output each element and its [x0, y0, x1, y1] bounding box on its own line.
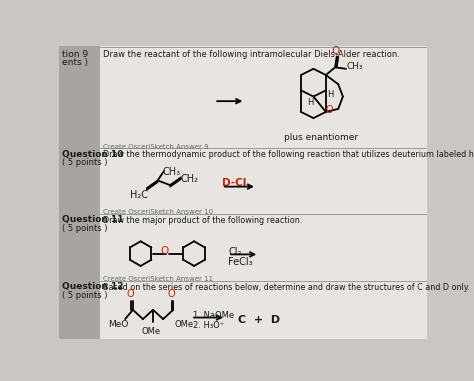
Text: CH₃: CH₃: [347, 62, 364, 71]
Text: O: O: [161, 245, 169, 256]
Text: Draw the thermodynamic product of the following reaction that utilizes deuterium: Draw the thermodynamic product of the fo…: [103, 150, 474, 159]
Bar: [100, 46, 427, 339]
Text: FeCl₃: FeCl₃: [228, 257, 253, 267]
Text: Question 12: Question 12: [62, 282, 123, 291]
Text: H₂C: H₂C: [130, 190, 148, 200]
Text: 1. NaOMe: 1. NaOMe: [192, 311, 234, 320]
Text: plus enantiomer: plus enantiomer: [284, 133, 358, 142]
Text: MeO: MeO: [108, 320, 128, 329]
Text: Question 10: Question 10: [62, 150, 123, 158]
Text: ents ): ents ): [62, 58, 88, 67]
Text: Cl₂: Cl₂: [228, 247, 242, 257]
Text: Create OsceriSketch Answer 10: Create OsceriSketch Answer 10: [103, 209, 214, 215]
Text: D-Cl: D-Cl: [222, 178, 246, 188]
Text: Draw the major product of the following reaction.: Draw the major product of the following …: [103, 216, 303, 225]
Text: C  +  D: C + D: [237, 315, 280, 325]
Text: tion 9: tion 9: [62, 50, 88, 59]
Text: O: O: [127, 289, 134, 299]
Text: O: O: [331, 46, 339, 56]
Text: O: O: [167, 289, 174, 299]
Text: OMe: OMe: [175, 320, 194, 329]
Text: Create OsceriSketch Answer 11: Create OsceriSketch Answer 11: [103, 276, 214, 282]
Text: ( 5 points ): ( 5 points ): [62, 158, 107, 167]
Text: OMe: OMe: [142, 327, 161, 336]
Text: Draw the reactant of the following intramolecular Diels-Alder reaction.: Draw the reactant of the following intra…: [103, 50, 401, 59]
Text: CH₃: CH₃: [162, 166, 181, 177]
Text: ( 5 points ): ( 5 points ): [62, 224, 107, 232]
Text: Create OsceriSketch Answer 9: Create OsceriSketch Answer 9: [103, 144, 209, 150]
Text: H: H: [328, 90, 334, 99]
Text: ( 5 points ): ( 5 points ): [62, 291, 107, 299]
Bar: [59, 46, 100, 339]
Text: Question 11: Question 11: [62, 215, 123, 224]
Text: O: O: [325, 106, 333, 115]
Text: H: H: [307, 98, 314, 107]
Text: 2. H₃O⁺: 2. H₃O⁺: [192, 322, 224, 330]
Text: CH₂: CH₂: [181, 174, 199, 184]
Text: Based on the series of reactions below, determine and draw the structures of C a: Based on the series of reactions below, …: [103, 283, 470, 292]
